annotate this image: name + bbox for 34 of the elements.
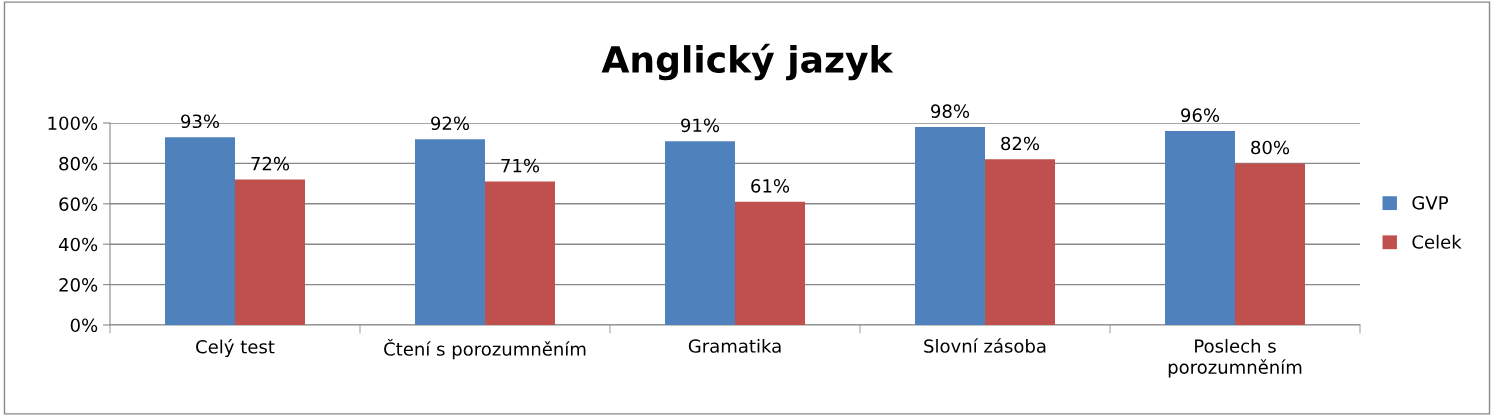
bar [665,141,735,325]
data-label: 98% [931,104,970,118]
y-tick-label: 100% [48,116,98,131]
x-tick-label: Čtení s porozumněním [384,338,586,360]
bar [1165,131,1235,325]
y-tick-label: 20% [59,278,98,292]
chart-title: Anglický jazyk [601,43,894,81]
data-label: 80% [1251,140,1290,155]
x-tick-label: Poslech s porozumněním [1168,338,1302,378]
legend-label: GVP [1412,196,1448,210]
bar [915,127,985,325]
y-tick-label: 80% [59,156,98,171]
x-tick-label: Slovní zásoba [924,338,1046,353]
data-label: 93% [181,114,220,129]
data-label: 92% [431,116,470,131]
bar [985,159,1055,325]
bar [235,179,305,325]
y-tick-label: 0% [70,318,98,333]
data-label: 71% [501,158,540,173]
bar [415,139,485,325]
bar [1235,163,1305,325]
x-tick-label: Celý test [196,338,275,358]
x-tick-label: Gramatika [688,338,781,353]
bar [165,137,235,325]
bar [735,201,805,325]
data-label: 72% [251,156,290,171]
y-tick-label: 40% [58,237,98,252]
y-tick-label: 60% [59,197,98,211]
data-label: 96% [1181,108,1220,123]
data-label: 91% [681,118,720,133]
data-label: 61% [751,179,790,193]
data-label: 82% [1001,136,1040,151]
legend-label: Celek [1412,234,1462,249]
bar [485,181,555,325]
